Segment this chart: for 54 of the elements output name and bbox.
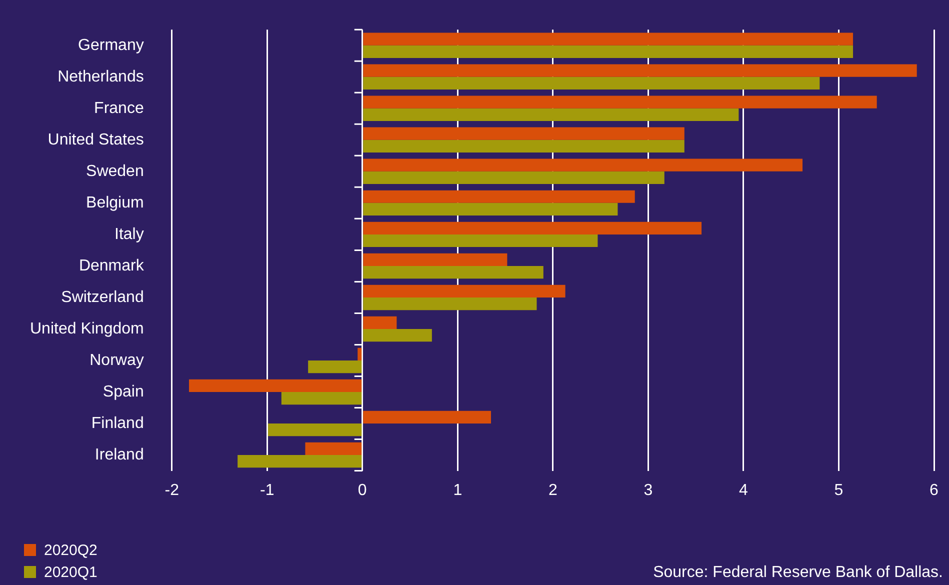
- y-tick-label: United Kingdom: [30, 320, 144, 338]
- y-tick-label: Switzerland: [61, 288, 144, 306]
- bar: [363, 316, 397, 329]
- x-tick-label: 3: [644, 482, 653, 499]
- bar: [363, 284, 566, 298]
- x-tick-label: 4: [739, 482, 748, 499]
- x-tick-label: 1: [453, 482, 462, 499]
- bar: [363, 158, 803, 172]
- bar: [305, 442, 362, 456]
- y-tick-label: Finland: [91, 414, 144, 432]
- bar: [363, 64, 917, 77]
- y-tick-label: Italy: [114, 226, 144, 243]
- bar: [363, 32, 854, 46]
- bar: [363, 108, 739, 121]
- x-tick-label: 5: [834, 482, 844, 499]
- bar: [363, 96, 877, 108]
- bar: [358, 348, 362, 360]
- bar: [238, 455, 362, 468]
- y-tick-label: Netherlands: [58, 68, 144, 86]
- bar: [188, 379, 362, 392]
- bar: [363, 76, 820, 90]
- bar: [363, 410, 491, 424]
- x-tick-label: 0: [358, 482, 367, 499]
- bar: [363, 222, 702, 234]
- bar: [363, 234, 598, 248]
- y-tick-label: Norway: [90, 352, 144, 369]
- bar: [363, 253, 508, 266]
- bar: [281, 392, 362, 405]
- y-tick-label: Denmark: [78, 257, 145, 274]
- x-tick-label: 6: [930, 482, 939, 499]
- y-tick-label: Germany: [78, 36, 144, 54]
- bar: [363, 328, 432, 342]
- bar: [363, 45, 854, 58]
- bar: [363, 171, 664, 184]
- y-tick-label: France: [94, 100, 144, 117]
- legend-label: 2020Q2: [43, 541, 98, 561]
- x-tick-label: -2: [164, 482, 180, 499]
- y-tick-label: Ireland: [94, 446, 144, 464]
- y-tick-label: Spain: [102, 383, 144, 400]
- bar: [363, 140, 684, 153]
- y-tick-label: Sweden: [86, 162, 144, 180]
- y-tick-label: United States: [48, 131, 144, 148]
- bar: [363, 202, 618, 216]
- bar: [268, 424, 362, 436]
- bar: [363, 297, 537, 310]
- x-tick-label: 2: [548, 482, 558, 499]
- legend-label: 2020Q1: [43, 563, 98, 583]
- source-note: Source: Federal Reserve Bank of Dallas.: [653, 564, 943, 582]
- bar: [308, 360, 362, 374]
- bar: [363, 190, 635, 203]
- bar: [363, 127, 684, 140]
- bar: [363, 266, 544, 279]
- y-tick-label: Belgium: [86, 194, 144, 212]
- x-tick-label: -1: [260, 482, 274, 499]
